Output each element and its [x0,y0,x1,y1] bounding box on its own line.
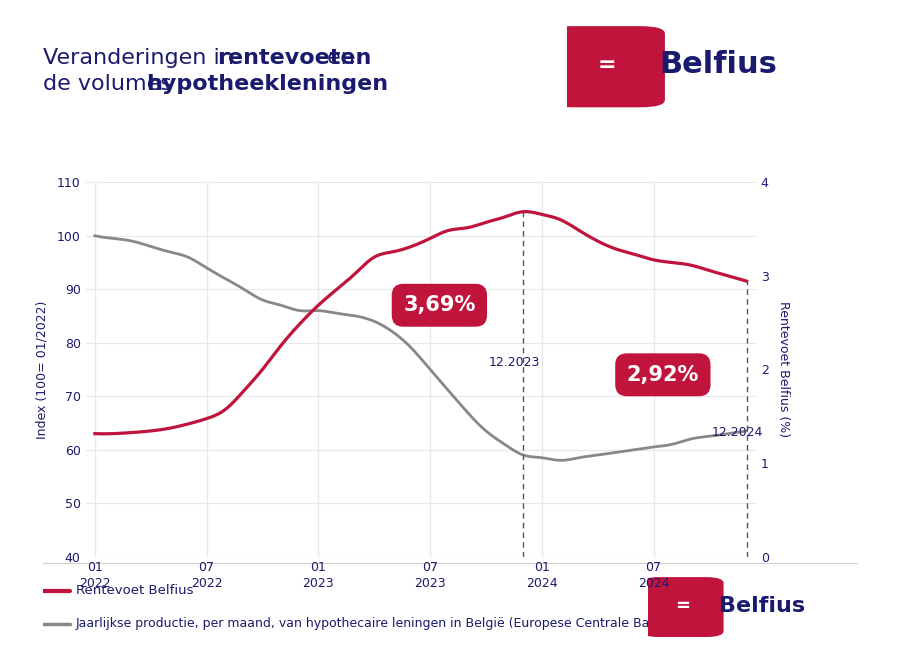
Text: =: = [675,596,690,615]
Y-axis label: Index (100= 01/2022): Index (100= 01/2022) [35,300,49,439]
Text: Rentevoet Belfius: Rentevoet Belfius [76,584,194,597]
Text: Belfius: Belfius [719,596,806,616]
Text: 12.2023: 12.2023 [488,356,540,369]
Text: hypotheekleningen: hypotheekleningen [146,74,388,94]
Y-axis label: Rentevoet Belfius (%): Rentevoet Belfius (%) [778,301,790,437]
Text: =: = [598,55,616,75]
Text: 3,69%: 3,69% [403,296,475,315]
FancyBboxPatch shape [549,26,665,107]
Text: rentevoeten: rentevoeten [217,48,372,68]
Text: de volumes: de volumes [43,74,179,94]
Text: Jaarlijkse productie, per maand, van hypothecaire leningen in België (Europese C: Jaarlijkse productie, per maand, van hyp… [76,617,670,630]
Text: 2,92%: 2,92% [626,365,699,385]
Text: en: en [320,48,356,68]
Text: Belfius: Belfius [659,50,777,79]
FancyBboxPatch shape [642,577,724,637]
Text: 12.2024: 12.2024 [712,426,763,439]
Text: Veranderingen in: Veranderingen in [43,48,241,68]
